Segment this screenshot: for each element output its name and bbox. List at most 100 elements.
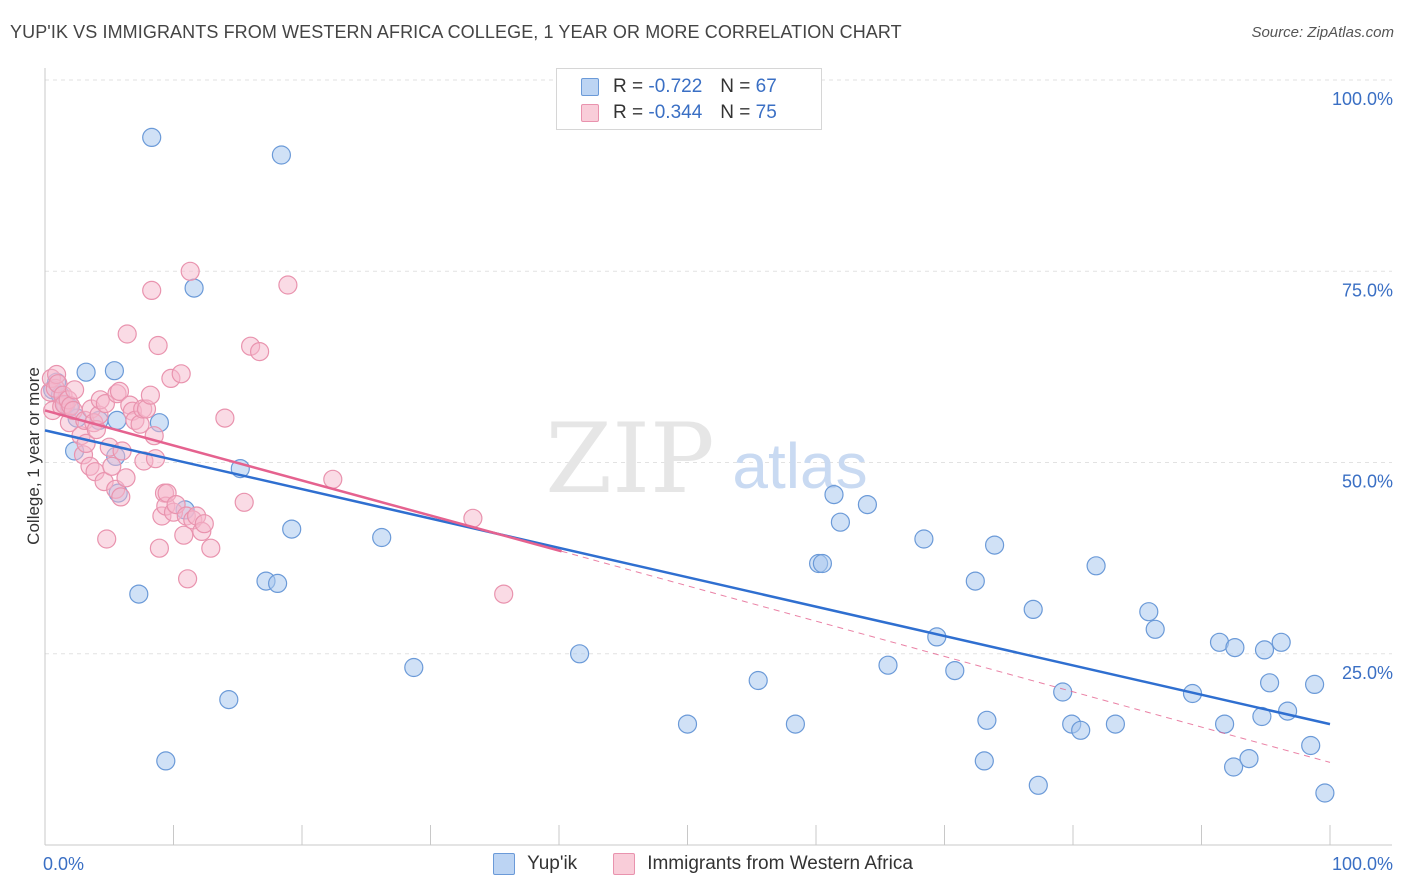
yupik-point-65 (1315, 783, 1335, 803)
western-africa-point-44 (140, 385, 160, 405)
yupik-point-49 (1105, 714, 1126, 734)
western-africa-point-27 (97, 529, 117, 549)
yupik-point-21 (268, 573, 288, 594)
n-label: N = (720, 76, 751, 97)
data-points (40, 127, 1335, 803)
western-africa-n-value: 75 (755, 102, 777, 123)
western-africa-point-13 (64, 380, 85, 400)
yupik-r-value: -0.722 (648, 76, 703, 97)
western-africa-point-29 (102, 456, 122, 476)
legend-western-africa-label: Immigrants from Western Africa (647, 853, 913, 874)
yupik-point-50 (1139, 602, 1159, 622)
watermark-zip: ZIP (545, 403, 714, 515)
legend-yupik-swatch (493, 853, 516, 875)
yupik-point-38 (945, 660, 965, 681)
r-label: R = (613, 76, 644, 97)
yupik-point-55 (1223, 757, 1244, 777)
yupik-point-42 (984, 535, 1005, 555)
western-africa-point-71 (278, 275, 298, 295)
yupik-point-48 (1086, 556, 1106, 576)
watermark: ZIP atlas (545, 403, 867, 515)
x-tick-label-min: 0.0% (43, 854, 84, 874)
y-tick-label-50: 50.0% (1342, 472, 1393, 492)
western-africa-point-58 (174, 525, 194, 545)
legend-western-africa-swatch (613, 853, 636, 875)
western-africa-trend-extension (561, 550, 1331, 763)
western-africa-point-35 (116, 468, 136, 488)
yupik-point-25 (404, 657, 424, 678)
r-label: R = (613, 102, 644, 123)
y-tick-label-100: 100.0% (1332, 89, 1393, 109)
western-africa-point-34 (112, 441, 132, 461)
yupik-point-8 (104, 361, 125, 381)
y-tick-label-25: 25.0% (1342, 663, 1393, 683)
yupik-point-47 (1071, 720, 1091, 740)
western-africa-point-36 (117, 324, 137, 344)
yupik-swatch (581, 78, 599, 96)
yupik-point-63 (1301, 735, 1321, 756)
yupik-point-54 (1214, 714, 1235, 734)
yupik-point-22 (271, 145, 291, 165)
axes (44, 68, 1392, 846)
yupik-point-43 (1023, 599, 1043, 620)
western-africa-point-33 (111, 487, 131, 507)
yupik-point-62 (1277, 701, 1298, 721)
yupik-point-6 (76, 362, 96, 382)
x-tick-label-max: 100.0% (1332, 854, 1393, 874)
western-africa-point-48 (148, 335, 168, 356)
western-africa-point-74 (494, 584, 514, 604)
yupik-point-13 (142, 127, 162, 147)
legend-yupik-label: Yup'ik (527, 853, 578, 874)
yupik-point-15 (156, 751, 176, 771)
yupik-point-28 (748, 670, 768, 691)
yupik-point-39 (965, 571, 985, 591)
chart-title: YUP'IK VS IMMIGRANTS FROM WESTERN AFRICA… (10, 22, 902, 42)
western-africa-point-47 (145, 449, 166, 469)
western-africa-point-68 (234, 492, 254, 512)
western-africa-point-70 (250, 342, 270, 362)
watermark-atlas: atlas (732, 430, 867, 502)
stats-row-yupik: R = -0.722 N = 67 (581, 75, 777, 99)
yupik-point-31 (812, 553, 833, 574)
yupik-point-57 (1239, 748, 1259, 769)
yupik-point-29 (785, 714, 806, 734)
source-label: Source: ZipAtlas.com (1251, 24, 1394, 41)
yupik-point-24 (372, 527, 392, 548)
y-tick-label-75: 75.0% (1342, 280, 1393, 300)
yupik-trend-line (44, 429, 1331, 726)
legend-item-yupik[interactable]: Yup'ik (493, 853, 577, 875)
yupik-point-33 (830, 512, 851, 532)
yupik-point-40 (974, 751, 994, 771)
legend-item-western-africa[interactable]: Immigrants from Western Africa (613, 853, 913, 875)
yupik-point-23 (282, 519, 302, 539)
western-africa-point-60 (178, 569, 198, 589)
yupik-point-18 (219, 689, 239, 710)
bottom-legend: Yup'ik Immigrants from Western Africa (0, 852, 1406, 876)
y-axis-label: College, 1 year or more (24, 367, 43, 545)
tick-labels: 25.0% 50.0% 75.0% 100.0% 0.0% 100.0% (43, 89, 1393, 874)
yupik-point-60 (1259, 673, 1280, 693)
trend-lines (44, 409, 1331, 763)
yupik-point-17 (184, 278, 204, 298)
yupik-point-26 (569, 644, 590, 664)
yupik-point-41 (977, 710, 997, 730)
yupik-point-56 (1225, 637, 1245, 658)
yupik-point-64 (1304, 674, 1325, 695)
western-africa-point-45 (142, 280, 162, 300)
western-africa-point-61 (180, 261, 200, 281)
yupik-point-51 (1145, 619, 1165, 639)
yupik-point-32 (824, 485, 844, 505)
yupik-point-12 (129, 584, 149, 604)
western-africa-trend-line (44, 409, 562, 553)
western-africa-point-67 (215, 408, 235, 428)
western-africa-point-49 (149, 538, 169, 558)
grid-lines (45, 79, 1392, 655)
yupik-point-27 (677, 714, 698, 734)
n-label: N = (720, 102, 751, 123)
western-africa-point-66 (201, 538, 221, 558)
yupik-point-36 (914, 529, 934, 549)
western-africa-r-value: -0.344 (648, 102, 703, 123)
yupik-point-61 (1271, 632, 1291, 652)
yupik-point-35 (878, 655, 898, 675)
